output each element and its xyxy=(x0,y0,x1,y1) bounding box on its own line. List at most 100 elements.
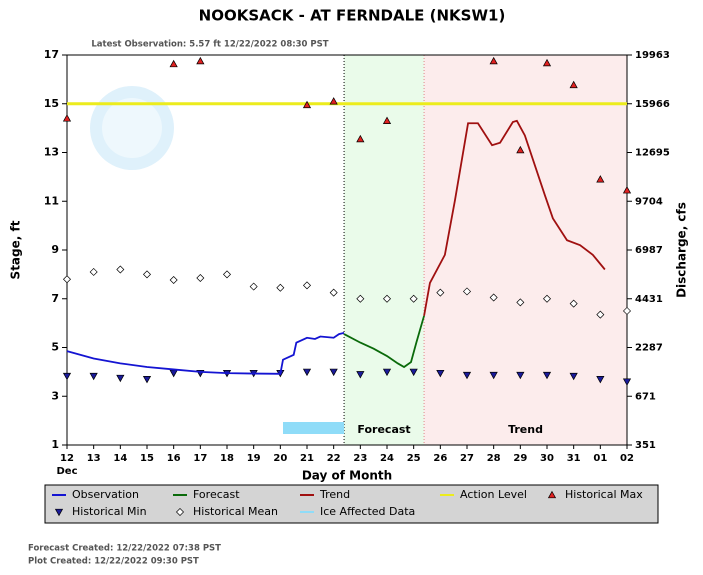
x-tick-label: 21 xyxy=(300,453,314,464)
y2-tick-label: 2287 xyxy=(635,343,663,354)
min-marker xyxy=(356,371,365,379)
x-tick-label: 19 xyxy=(247,453,261,464)
y2-tick-label: 4431 xyxy=(635,294,663,305)
legend-item: Ice Affected Data xyxy=(300,505,415,518)
x-tick-label: 20 xyxy=(273,453,287,464)
y-tick-label: 1 xyxy=(51,438,59,451)
region xyxy=(424,55,627,445)
max-marker xyxy=(622,186,632,194)
mean-marker xyxy=(116,265,125,274)
min-marker xyxy=(622,378,632,386)
min-marker xyxy=(54,508,64,517)
min-marker xyxy=(302,368,312,377)
y2-tick-label: 15966 xyxy=(635,99,670,110)
max-marker xyxy=(596,175,605,183)
ice-affected-band xyxy=(283,422,345,434)
min-marker xyxy=(542,371,552,380)
region-label: Trend xyxy=(508,423,543,436)
mean-marker xyxy=(569,299,578,308)
x-tick-label: 13 xyxy=(87,453,101,464)
legend-item: Action Level xyxy=(440,488,527,501)
mean-marker xyxy=(596,310,605,319)
mean-marker xyxy=(543,294,551,303)
max-marker xyxy=(62,114,72,122)
min-marker xyxy=(382,368,392,377)
x-tick-label: 23 xyxy=(353,453,367,464)
footer-text: Forecast Created: 12/22/2022 07:38 PST xyxy=(28,544,221,554)
legend-item: Historical Max xyxy=(547,488,643,501)
mean-marker xyxy=(249,282,258,291)
mean-marker xyxy=(623,306,631,315)
y2-tick-label: 12695 xyxy=(635,148,670,159)
footer-text: Plot Created: 12/22/2022 09:30 PST xyxy=(28,557,199,567)
logo-watermark xyxy=(102,98,162,158)
y-tick-label: 11 xyxy=(44,194,59,207)
mean-marker xyxy=(169,275,178,284)
y2-tick-label: 351 xyxy=(635,440,656,451)
legend-item: Trend xyxy=(300,488,350,501)
x-tick-label: 17 xyxy=(193,453,207,464)
y2-axis-label: Discharge, cfs xyxy=(675,202,689,298)
series-line xyxy=(423,119,606,316)
min-marker xyxy=(516,371,525,380)
x-tick-label: 12 xyxy=(60,453,74,464)
mean-marker xyxy=(383,294,391,303)
max-marker xyxy=(196,56,205,65)
min-marker xyxy=(596,376,605,384)
series-line xyxy=(66,331,345,375)
max-marker xyxy=(382,116,392,124)
mean-marker xyxy=(356,294,365,303)
min-marker xyxy=(116,374,125,383)
mean-marker xyxy=(89,267,98,276)
region-label: Forecast xyxy=(357,423,410,436)
min-marker xyxy=(142,376,152,384)
series-line xyxy=(343,315,425,369)
chart-title: NOOKSACK - AT FERNDALE (NKSW1) xyxy=(199,7,506,25)
max-marker xyxy=(329,97,338,105)
x-tick-label: 27 xyxy=(460,453,474,464)
legend-label: Observation xyxy=(72,488,139,501)
max-marker xyxy=(547,490,557,499)
legend-label: Action Level xyxy=(460,488,527,501)
subtitle: Latest Observation: 5.57 ft 12/22/2022 0… xyxy=(91,40,328,50)
y2-tick-label: 9704 xyxy=(635,196,663,207)
y-tick-label: 17 xyxy=(44,48,59,61)
mean-marker xyxy=(489,293,498,302)
mean-marker xyxy=(143,270,151,279)
x-tick-label: 02 xyxy=(620,453,634,464)
max-marker xyxy=(516,145,525,154)
legend-label: Historical Mean xyxy=(193,505,278,518)
max-marker xyxy=(542,58,552,67)
max-marker xyxy=(569,80,578,89)
y-tick-label: 15 xyxy=(44,97,59,110)
max-marker xyxy=(489,56,498,65)
y2-tick-label: 6987 xyxy=(635,245,663,256)
x-tick-label: 26 xyxy=(433,453,447,464)
x-tick-label: 22 xyxy=(327,453,341,464)
legend-label: Forecast xyxy=(193,488,240,501)
mean-marker xyxy=(516,298,525,307)
legend-label: Historical Max xyxy=(565,488,643,501)
y-tick-label: 5 xyxy=(51,341,59,354)
min-marker xyxy=(409,368,418,377)
mean-marker xyxy=(63,275,71,284)
mean-marker xyxy=(223,270,231,279)
min-marker xyxy=(89,372,98,381)
y-tick-label: 13 xyxy=(44,146,59,159)
legend-item: Forecast xyxy=(173,488,240,501)
y-tick-label: 3 xyxy=(51,389,59,402)
max-marker xyxy=(356,134,365,143)
mean-marker xyxy=(436,288,445,297)
x-tick-label: 18 xyxy=(220,453,234,464)
x-axis-label: Day of Month xyxy=(302,469,392,483)
region xyxy=(344,55,425,445)
y-axis-label: Stage, ft xyxy=(9,220,23,279)
legend-item: Observation xyxy=(52,488,139,501)
min-marker xyxy=(436,369,445,378)
legend-item: Historical Min xyxy=(54,505,147,518)
mean-marker xyxy=(463,287,471,296)
y2-tick-label: 19963 xyxy=(635,50,670,61)
x-tick-label: 01 xyxy=(593,453,607,464)
min-marker xyxy=(329,368,338,377)
